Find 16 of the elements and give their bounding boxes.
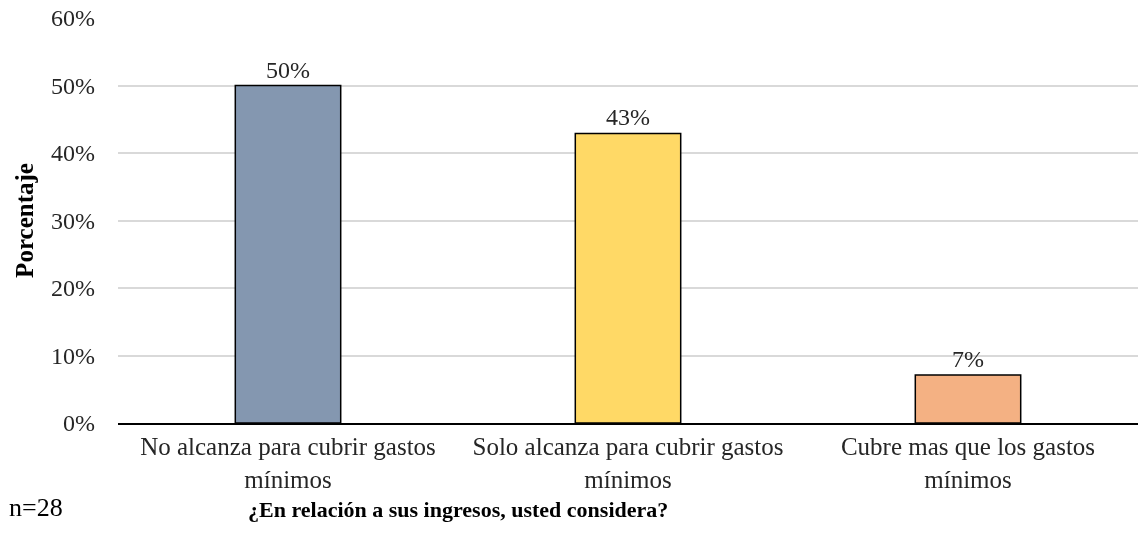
x-tick-label: Cubre mas que los gastos mínimos: [840, 433, 1096, 493]
text: n=28: [9, 493, 63, 522]
y-tick-label: 50%: [51, 72, 95, 99]
data-label: 50%: [266, 56, 310, 83]
data-label: 7%: [952, 346, 984, 373]
y-tick-label: 0%: [63, 410, 95, 437]
x-tick-label: Solo alcanza para cubrir gastos mínimos: [472, 433, 784, 493]
y-tick-label: 60%: [51, 5, 95, 32]
y-tick-label: 10%: [51, 342, 95, 369]
y-tick-label: 40%: [51, 140, 95, 167]
y-axis-title: Porcentaje: [10, 163, 38, 278]
y-tick-label: 30%: [51, 207, 95, 234]
x-axis-title: ¿En relación a sus ingresos, usted considera?: [248, 497, 669, 522]
data-label: 43%: [606, 104, 650, 131]
x-tick-label: No alcanza para cubrir gastos mínimos: [140, 433, 436, 493]
y-tick-label: 20%: [51, 275, 95, 302]
